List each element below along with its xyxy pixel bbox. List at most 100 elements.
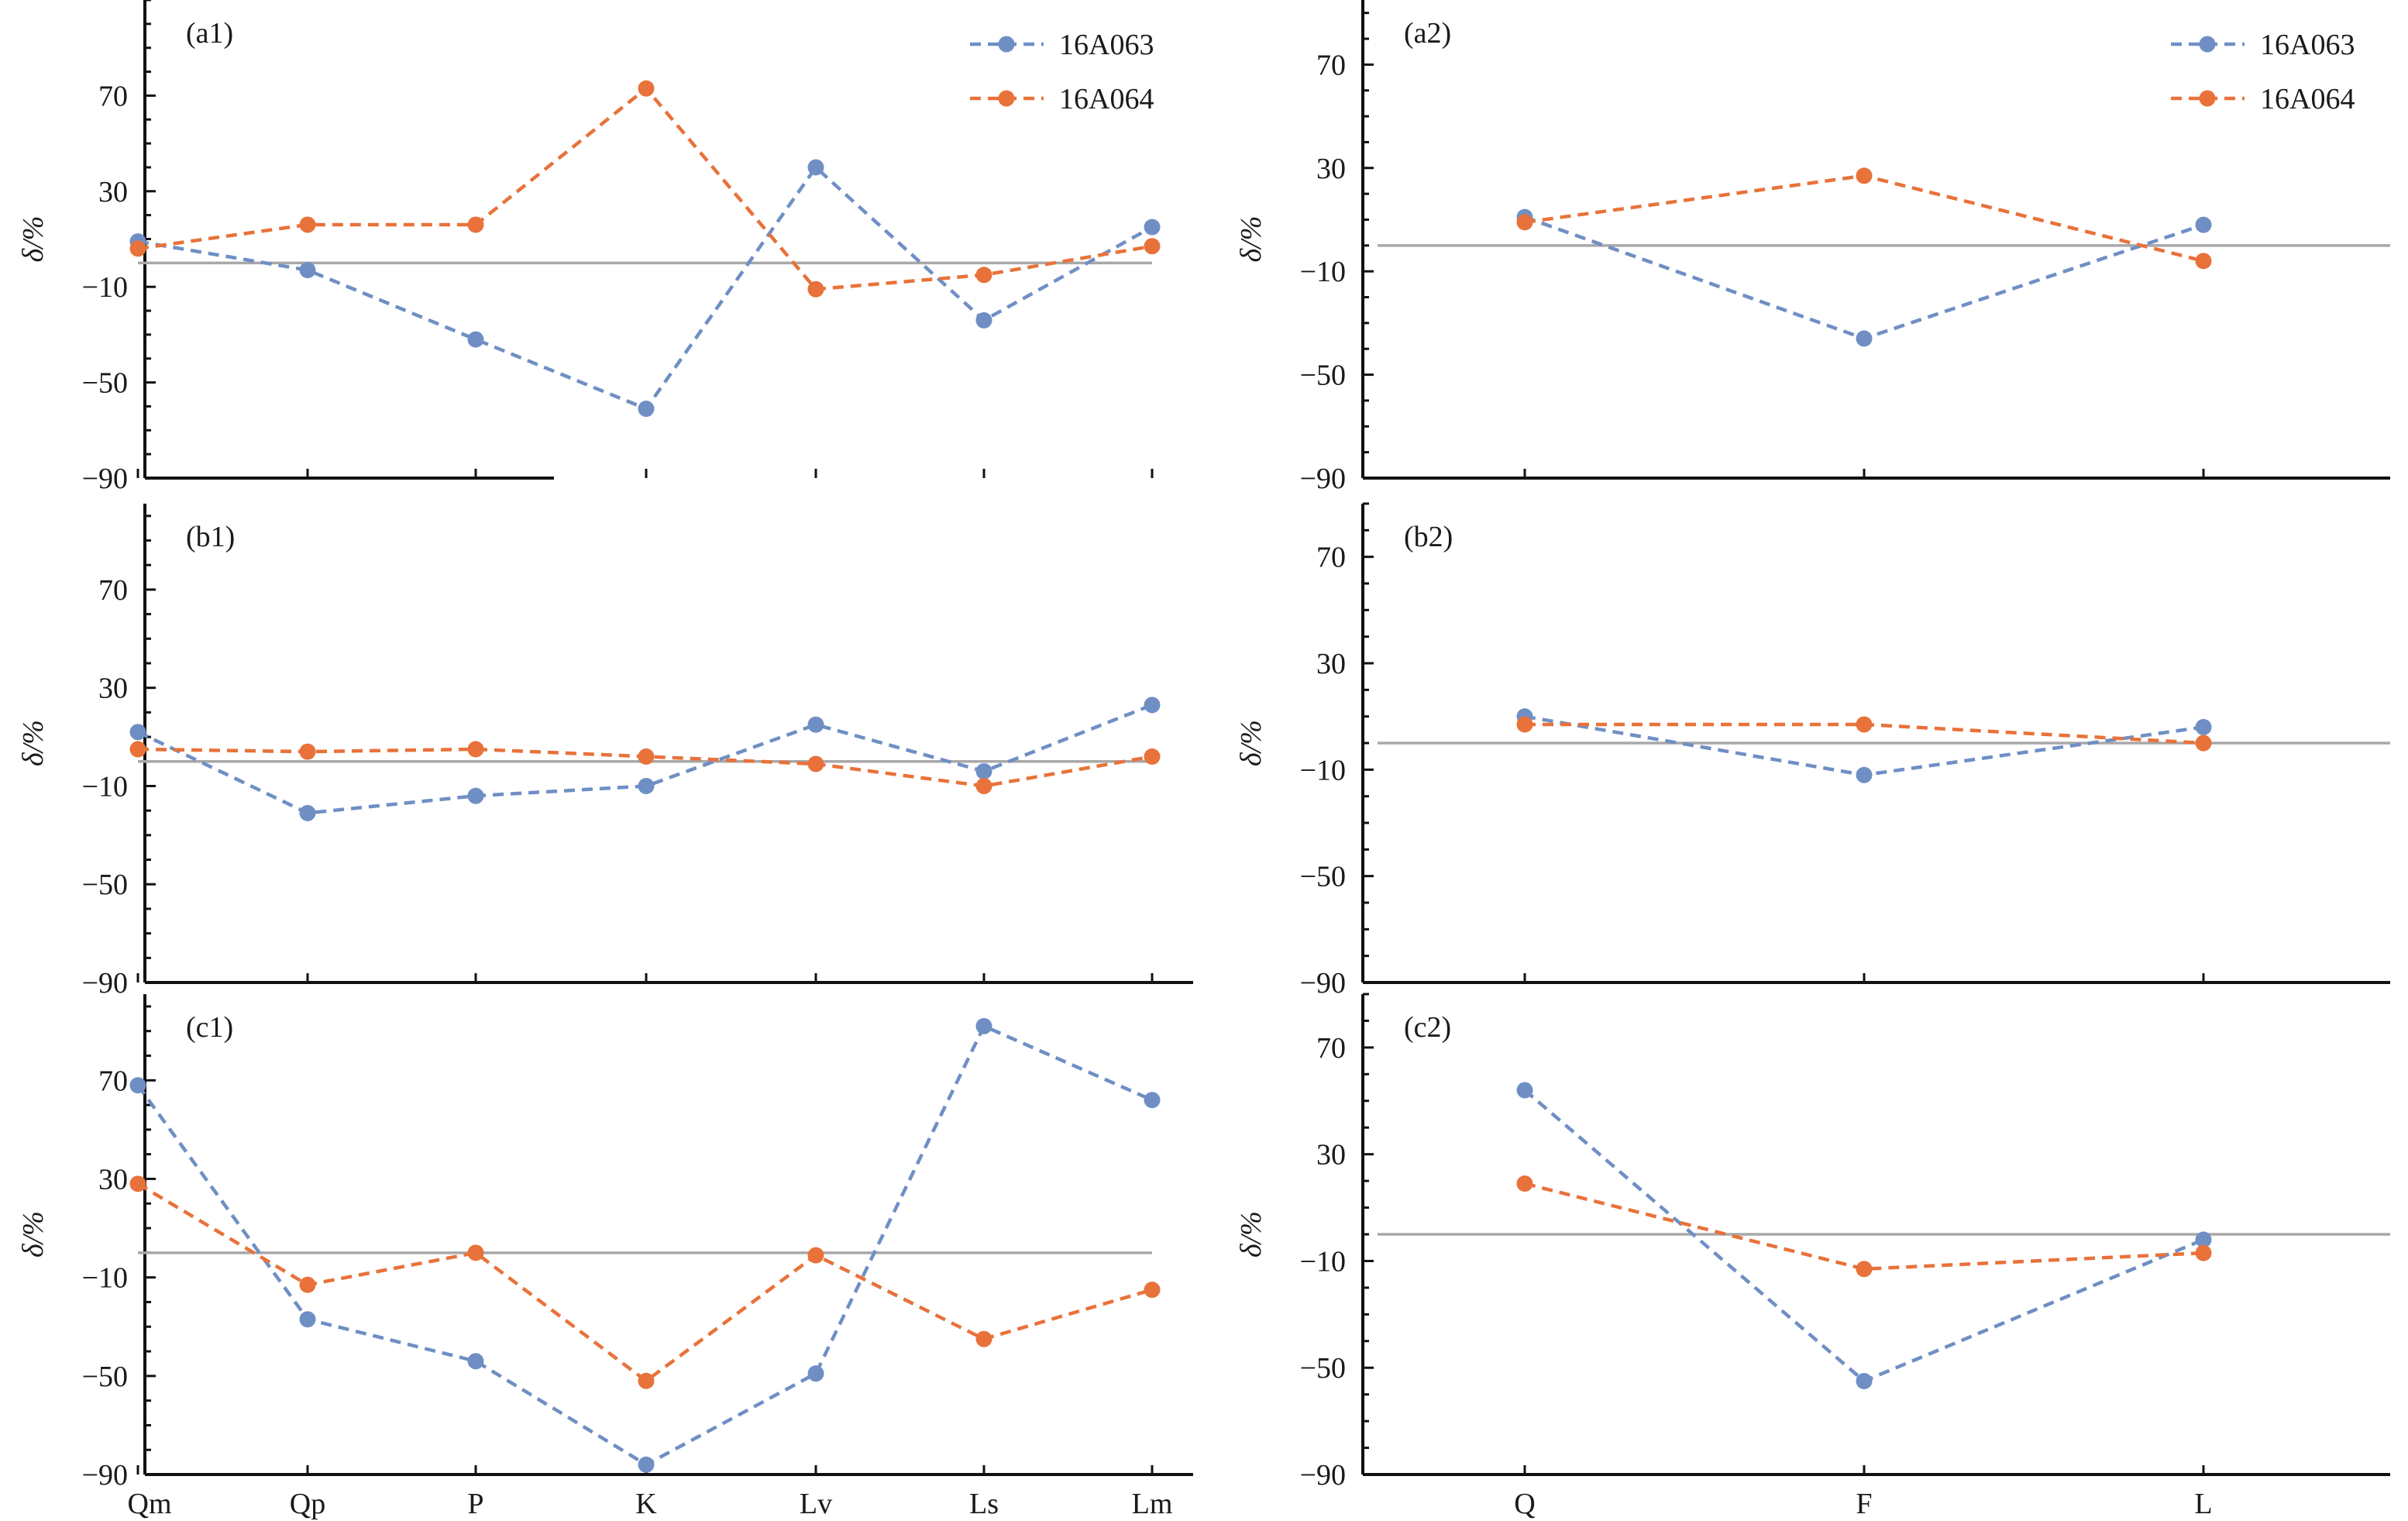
series-16A063 bbox=[129, 1017, 1161, 1473]
x-tick-label: Q bbox=[1514, 1488, 1535, 1520]
y-axis-label: δ/% bbox=[17, 720, 50, 766]
data-point bbox=[975, 1330, 992, 1347]
data-point bbox=[467, 1353, 484, 1370]
data-point bbox=[975, 267, 992, 284]
data-point bbox=[299, 743, 316, 760]
y-axis-label: δ/% bbox=[1235, 1211, 1268, 1258]
panel-label: (a1) bbox=[186, 17, 233, 50]
y-axis-label: δ/% bbox=[17, 1211, 50, 1258]
y-tick-label: 30 bbox=[98, 176, 128, 208]
y-tick-label: −90 bbox=[82, 463, 128, 495]
series-16A064 bbox=[1516, 1175, 2212, 1278]
data-point bbox=[1856, 1372, 1873, 1389]
y-tick-label: −90 bbox=[1300, 463, 1346, 495]
y-tick-label: −10 bbox=[82, 271, 128, 304]
series-line bbox=[136, 1182, 1153, 1383]
data-point bbox=[975, 762, 992, 779]
data-point bbox=[638, 748, 655, 765]
data-point bbox=[1856, 766, 1873, 783]
x-tick-label: Lv bbox=[800, 1488, 832, 1520]
x-tick-label: L bbox=[2194, 1488, 2212, 1520]
data-point bbox=[467, 216, 484, 233]
series-16A064 bbox=[1516, 716, 2212, 752]
legend-item-16A063: 16A063 bbox=[2171, 29, 2355, 61]
data-point bbox=[1144, 238, 1161, 255]
series-line bbox=[136, 1024, 1153, 1467]
x-tick-label: P bbox=[467, 1488, 483, 1520]
series-16A064 bbox=[1516, 167, 2212, 270]
panel-c1: −90 −50 −10 30 70 δ/% (c1) Qm Qp P K Lv Ls Lm bbox=[17, 994, 1193, 1520]
data-point bbox=[299, 262, 316, 279]
series-line bbox=[1524, 1182, 2204, 1272]
y-tick-label: −50 bbox=[82, 367, 128, 400]
data-point bbox=[1144, 219, 1161, 236]
data-point bbox=[129, 240, 146, 257]
data-point bbox=[975, 1017, 992, 1034]
y-tick-label: −90 bbox=[1300, 967, 1346, 1000]
legend-label: 16A064 bbox=[2260, 83, 2355, 115]
y-axis-label: δ/% bbox=[1235, 216, 1268, 263]
panel-a2: −90 −50 −10 30 70 δ/% (a2) 16A063 16A064 bbox=[1235, 0, 2390, 495]
y-tick-label: −50 bbox=[1300, 1352, 1346, 1385]
data-point bbox=[807, 716, 824, 733]
data-point bbox=[1516, 214, 1533, 231]
data-point bbox=[807, 159, 824, 176]
panel-label: (b1) bbox=[186, 521, 235, 553]
data-point bbox=[1144, 1282, 1161, 1299]
panel-label: (c2) bbox=[1404, 1011, 1451, 1044]
y-tick-label: −10 bbox=[1300, 256, 1346, 288]
legend-item-16A064: 16A064 bbox=[970, 83, 1154, 115]
y-tick-label: 70 bbox=[98, 574, 128, 607]
series-16A063 bbox=[129, 697, 1161, 821]
data-point bbox=[2195, 216, 2212, 233]
legend-label: 16A063 bbox=[1059, 29, 1154, 61]
data-point bbox=[467, 331, 484, 348]
y-tick-label: 70 bbox=[1316, 1032, 1346, 1065]
y-tick-label: −50 bbox=[1300, 360, 1346, 392]
panel-label: (a2) bbox=[1404, 17, 1451, 50]
y-tick-label: −10 bbox=[1300, 1245, 1346, 1278]
data-point bbox=[129, 724, 146, 741]
legend-marker bbox=[998, 36, 1015, 53]
y-tick-label: 30 bbox=[1316, 648, 1346, 680]
data-point bbox=[2195, 253, 2212, 270]
data-point bbox=[129, 1077, 146, 1094]
y-tick-label: −90 bbox=[1300, 1459, 1346, 1492]
data-point bbox=[1516, 1082, 1533, 1099]
series-line bbox=[137, 86, 1153, 291]
legend-marker bbox=[998, 90, 1015, 107]
data-point bbox=[1144, 748, 1161, 765]
y-tick-label: −50 bbox=[82, 869, 128, 901]
data-point bbox=[638, 1456, 655, 1473]
series-16A063 bbox=[1516, 1082, 2212, 1389]
data-point bbox=[1856, 167, 1873, 184]
series-16A064 bbox=[129, 80, 1161, 298]
data-point bbox=[638, 1372, 655, 1389]
data-point bbox=[975, 311, 992, 329]
y-tick-label: 30 bbox=[98, 673, 128, 705]
y-tick-label: −10 bbox=[82, 1262, 128, 1295]
data-point bbox=[807, 1247, 824, 1264]
legend-label: 16A063 bbox=[2260, 29, 2355, 61]
data-point bbox=[129, 741, 146, 758]
y-tick-label: 70 bbox=[98, 1065, 128, 1097]
data-point bbox=[638, 777, 655, 794]
legend-marker bbox=[2199, 36, 2216, 53]
data-point bbox=[1144, 697, 1161, 714]
panel-label: (b2) bbox=[1404, 521, 1453, 553]
data-point bbox=[129, 1175, 146, 1192]
data-point bbox=[975, 777, 992, 794]
series-line bbox=[1524, 174, 2204, 263]
y-axis-label: δ/% bbox=[17, 216, 50, 263]
y-tick-label: −50 bbox=[1300, 861, 1346, 893]
y-tick-label: −90 bbox=[82, 967, 128, 1000]
y-tick-label: 30 bbox=[98, 1163, 128, 1196]
y-tick-label: 70 bbox=[98, 80, 128, 112]
x-tick-label: K bbox=[635, 1488, 657, 1520]
data-point bbox=[807, 755, 824, 773]
panel-c2: −90 −50 −10 30 70 δ/% (c2) Q F L bbox=[1235, 993, 2390, 1520]
data-point bbox=[2195, 718, 2212, 735]
data-point bbox=[299, 804, 316, 821]
y-tick-label: −10 bbox=[1300, 754, 1346, 786]
